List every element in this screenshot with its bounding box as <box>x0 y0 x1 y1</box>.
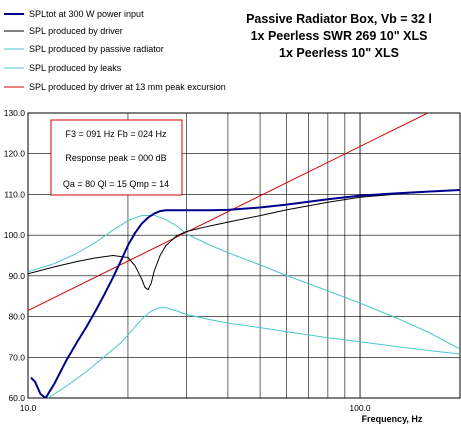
y-tick-label: 100.0 <box>4 230 26 240</box>
chart-title-line-3: 1x Peerless 10" XLS <box>279 46 399 60</box>
legend-label-excursion: SPL produced by driver at 13 mm peak exc… <box>29 82 226 92</box>
chart-title-line-1: Passive Radiator Box, Vb = 32 l <box>246 12 432 26</box>
chart-title: Passive Radiator Box, Vb = 32 l 1x Peerl… <box>246 12 432 60</box>
x-tick-label: 10.0 <box>20 403 37 413</box>
series-spltot <box>30 189 460 398</box>
y-tick-label: 90.0 <box>8 271 25 281</box>
annotation-frame <box>50 119 183 196</box>
y-tick-label: 130.0 <box>4 108 26 118</box>
y-tick-label: 80.0 <box>8 312 25 322</box>
legend-label-leaks: SPL produced by leaks <box>29 63 122 73</box>
legend-label-passive-radiator: SPL produced by passive radiator <box>29 44 164 54</box>
series-excursion <box>28 113 429 311</box>
legend: SPLtot at 300 W power input SPL produced… <box>4 9 226 92</box>
x-axis-ticks: 10.0 100.0 <box>20 403 371 413</box>
series-driver <box>28 189 460 291</box>
annotation-response-peak: Response peak = 000 dB <box>65 153 166 163</box>
x-tick-label: 100.0 <box>349 403 371 413</box>
annotation-q-values: Qa = 80 Ql = 15 Qmp = 14 <box>63 179 169 189</box>
y-tick-label: 120.0 <box>4 149 26 159</box>
y-tick-label: 60.0 <box>8 393 25 403</box>
y-tick-label: 110.0 <box>4 189 25 199</box>
series-lines <box>28 113 460 398</box>
legend-label-spltot: SPLtot at 300 W power input <box>29 9 144 19</box>
y-tick-label: 70.0 <box>8 352 25 362</box>
legend-label-driver: SPL produced by driver <box>29 26 123 36</box>
y-axis-ticks: 60.0 70.0 80.0 90.0 100.0 110.0 120.0 130.0 <box>4 108 26 403</box>
series-leaks <box>47 307 460 398</box>
annotation-f3-fb: F3 = 091 Hz Fb = 024 Hz <box>65 129 167 139</box>
series-passive-radiator <box>28 214 460 350</box>
annotation-box: F3 = 091 Hz Fb = 024 Hz Response peak = … <box>50 119 183 196</box>
chart-title-line-2: 1x Peerless SWR 269 10" XLS <box>251 29 428 43</box>
x-axis-label: Frequency, Hz <box>362 414 423 424</box>
